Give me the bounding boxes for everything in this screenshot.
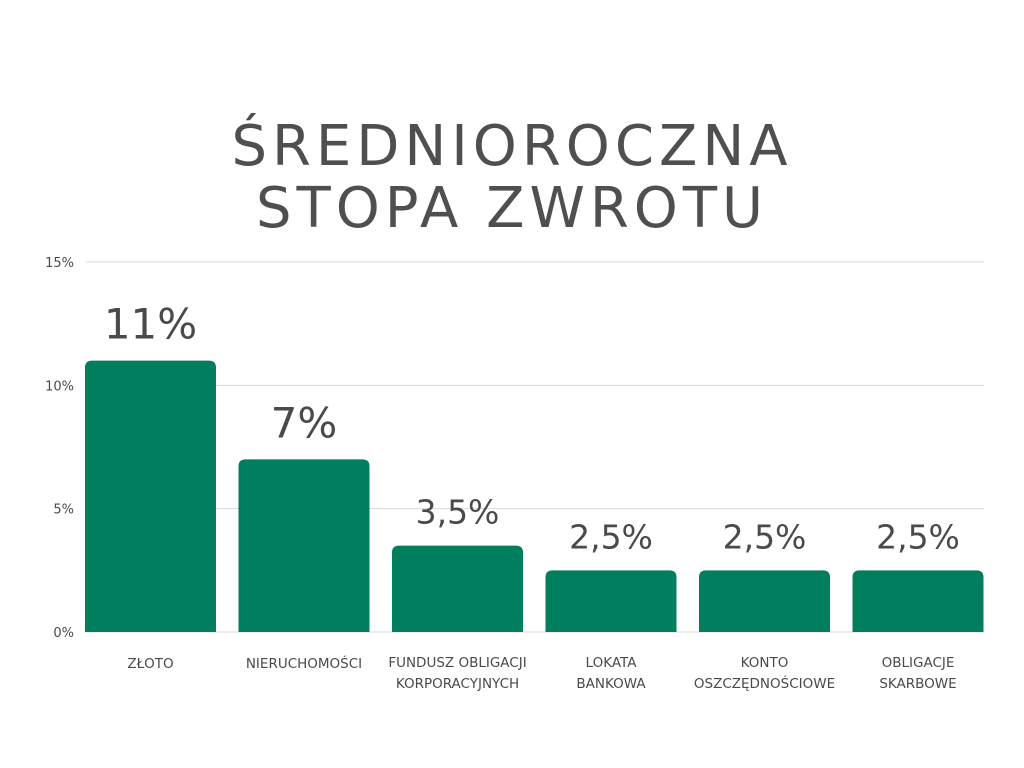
- y-tick-label: 0%: [53, 626, 74, 641]
- y-tick-label: 10%: [45, 379, 74, 394]
- bar: [392, 545, 523, 632]
- bar: [238, 459, 370, 632]
- x-tick-label: NIERUCHOMOŚCI: [246, 654, 362, 672]
- x-tick-label: OBLIGACJE SKARBOWE: [879, 655, 956, 692]
- bar: [852, 570, 984, 632]
- x-tick-label: LOKATA BANKOWA: [576, 655, 646, 692]
- data-label: 2,5%: [723, 517, 807, 556]
- x-tick-label-line: LOKATA: [586, 655, 638, 671]
- x-tick-label: FUNDUSZ OBLIGACJI KORPORACYJNYCH: [388, 655, 526, 692]
- y-tick-label: 5%: [53, 503, 74, 518]
- chart-title-line-1: ŚREDNIOROCZNA: [231, 113, 793, 179]
- x-tick-label-line: SKARBOWE: [879, 676, 956, 692]
- data-label: 3,5%: [416, 493, 500, 532]
- bar: [85, 360, 216, 632]
- x-tick-label-line: ZŁOTO: [127, 656, 173, 672]
- data-label: 7%: [271, 398, 338, 447]
- data-label: 2,5%: [876, 517, 960, 556]
- x-tick-label-line: OBLIGACJE: [882, 655, 955, 671]
- chart-title-line-2: STOPA ZWROTU: [255, 175, 769, 241]
- x-tick-label-line: BANKOWA: [576, 676, 646, 692]
- data-label: 2,5%: [569, 517, 653, 556]
- x-tick-label: KONTO OSZCZĘDNOŚCIOWE: [694, 655, 835, 692]
- x-tick-label-line: NIERUCHOMOŚCI: [246, 654, 362, 672]
- data-label: 11%: [104, 300, 197, 349]
- chart-title: ŚREDNIOROCZNA STOPA ZWROTU: [0, 113, 1024, 241]
- y-tick-label: 15%: [45, 256, 74, 271]
- x-tick-label-line: KORPORACYJNYCH: [396, 676, 519, 692]
- bar: [545, 570, 677, 632]
- x-tick-label: ZŁOTO: [127, 656, 173, 672]
- bar: [699, 570, 830, 632]
- x-tick-label-line: OSZCZĘDNOŚCIOWE: [694, 674, 835, 692]
- x-tick-label-line: KONTO: [741, 655, 789, 671]
- x-tick-label-line: FUNDUSZ OBLIGACJI: [388, 655, 526, 671]
